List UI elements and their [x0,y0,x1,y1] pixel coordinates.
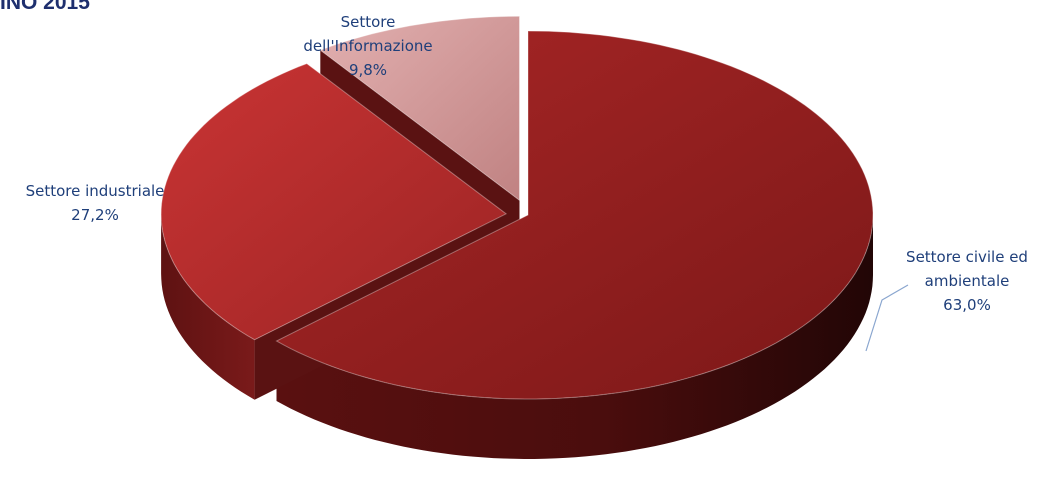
slice-value-label: 63,0% [943,296,991,314]
leader-line [865,284,909,352]
slice-name-label: Settore industriale [26,182,165,200]
slice-industriale [160,63,508,341]
slice-informazione [319,15,520,202]
slice-name-label: Settore civile ed [906,248,1028,266]
slice-civile [275,30,874,400]
slice-name-label: Settore [341,13,396,31]
slice-value-label: 9,8% [349,61,387,79]
slice-side-civile [276,215,873,459]
slice-value-label: 27,2% [71,206,119,224]
slice-side-industriale [161,213,255,400]
slice-name-label: ambientale [925,272,1010,290]
slice-name-label: dell'Informazione [303,37,432,55]
page-title: INO 2015 [0,0,90,14]
